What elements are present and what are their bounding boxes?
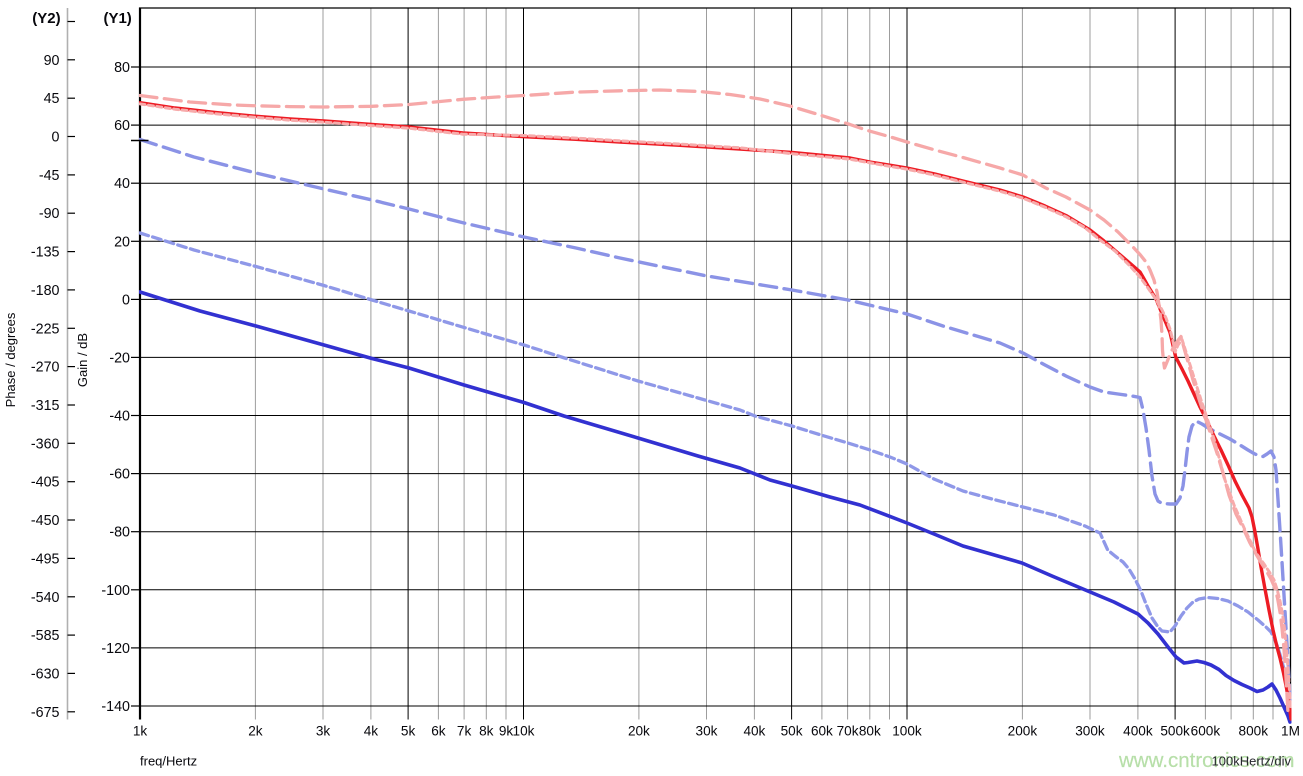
svg-text:60: 60 — [114, 118, 130, 134]
svg-text:-540: -540 — [31, 590, 60, 606]
svg-text:1k: 1k — [133, 724, 148, 739]
svg-text:(Y2): (Y2) — [32, 10, 60, 27]
svg-text:-100: -100 — [101, 583, 130, 599]
svg-text:80: 80 — [114, 60, 130, 76]
svg-text:90: 90 — [44, 53, 60, 69]
svg-text:-40: -40 — [109, 409, 130, 425]
svg-text:20: 20 — [114, 234, 130, 250]
svg-text:80k: 80k — [859, 724, 881, 739]
svg-text:2k: 2k — [248, 724, 263, 739]
svg-text:-120: -120 — [101, 641, 130, 657]
svg-text:-360: -360 — [31, 436, 60, 452]
svg-text:7k: 7k — [457, 724, 472, 739]
svg-text:-20: -20 — [109, 350, 130, 366]
svg-text:45: 45 — [44, 91, 60, 107]
svg-text:4k: 4k — [364, 724, 379, 739]
svg-text:800k: 800k — [1239, 724, 1269, 739]
svg-text:-80: -80 — [109, 525, 130, 541]
svg-text:-140: -140 — [101, 699, 130, 715]
svg-text:3k: 3k — [316, 724, 331, 739]
svg-text:Gain / dB: Gain / dB — [75, 333, 90, 387]
svg-text:300k: 300k — [1075, 724, 1105, 739]
svg-text:freq/Hertz: freq/Hertz — [140, 754, 197, 769]
svg-text:8k: 8k — [479, 724, 494, 739]
svg-text:50k: 50k — [781, 724, 803, 739]
svg-text:6k: 6k — [431, 724, 446, 739]
svg-text:0: 0 — [122, 292, 130, 308]
svg-text:(Y1): (Y1) — [103, 10, 131, 27]
svg-text:-585: -585 — [31, 628, 60, 644]
svg-text:40: 40 — [114, 176, 130, 192]
svg-text:-180: -180 — [31, 283, 60, 299]
svg-text:60k: 60k — [811, 724, 833, 739]
svg-text:-135: -135 — [31, 245, 60, 261]
svg-text:10k: 10k — [513, 724, 535, 739]
svg-text:-270: -270 — [31, 360, 60, 376]
svg-text:500k: 500k — [1160, 724, 1190, 739]
svg-text:20k: 20k — [628, 724, 650, 739]
svg-text:Phase / degrees: Phase / degrees — [3, 312, 18, 407]
svg-text:-450: -450 — [31, 513, 60, 529]
svg-text:-630: -630 — [31, 666, 60, 682]
svg-text:-45: -45 — [39, 168, 60, 184]
svg-text:-90: -90 — [39, 206, 60, 222]
svg-text:5k: 5k — [401, 724, 416, 739]
svg-text:-225: -225 — [31, 321, 60, 337]
svg-text:600k: 600k — [1191, 724, 1221, 739]
svg-text:200k: 200k — [1008, 724, 1038, 739]
svg-text:0: 0 — [52, 130, 60, 146]
svg-text:-315: -315 — [31, 398, 60, 414]
svg-text:www.cntronics.com: www.cntronics.com — [1118, 749, 1294, 772]
svg-text:-495: -495 — [31, 551, 60, 567]
svg-text:70k: 70k — [837, 724, 859, 739]
svg-text:1M: 1M — [1281, 724, 1300, 739]
svg-text:9k: 9k — [499, 724, 514, 739]
svg-text:-60: -60 — [109, 467, 130, 483]
svg-text:-675: -675 — [31, 705, 60, 721]
svg-text:-405: -405 — [31, 475, 60, 491]
svg-text:100k: 100k — [892, 724, 922, 739]
svg-text:400k: 400k — [1123, 724, 1153, 739]
svg-text:100kHertz/div: 100kHertz/div — [1212, 754, 1292, 769]
svg-text:30k: 30k — [696, 724, 718, 739]
svg-text:40k: 40k — [743, 724, 765, 739]
